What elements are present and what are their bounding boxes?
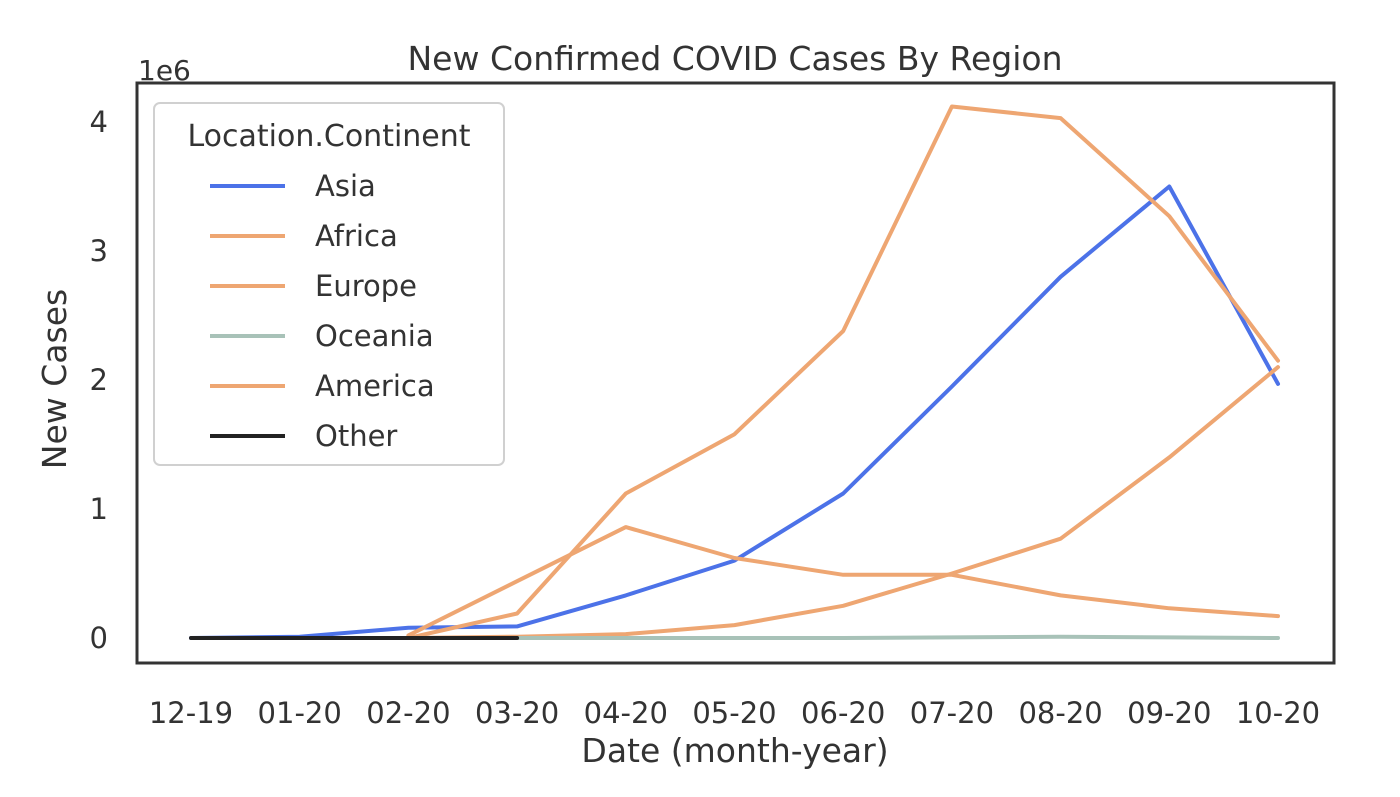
plot-lines bbox=[189, 104, 1280, 640]
x-tick-label: 09-20 bbox=[1127, 696, 1211, 730]
y-axis-label: New Cases bbox=[35, 289, 74, 469]
y-ticks: 0 1 2 3 4 bbox=[90, 105, 108, 655]
x-tick-label: 01-20 bbox=[258, 696, 342, 730]
x-tick-label: 08-20 bbox=[1018, 696, 1102, 730]
y-tick-label: 2 bbox=[90, 363, 108, 397]
series-line-africa bbox=[406, 365, 1280, 640]
y-tick-label: 4 bbox=[90, 105, 108, 139]
x-ticks: 12-19 01-20 02-20 03-20 04-20 05-20 06-20 07-20… bbox=[149, 696, 1320, 730]
legend-box bbox=[153, 102, 505, 466]
legend-label-europe: Europe bbox=[315, 269, 417, 303]
series-line-asia bbox=[189, 184, 1280, 640]
x-tick-label: 10-20 bbox=[1236, 696, 1320, 730]
series-line-europe bbox=[406, 525, 1280, 638]
x-tick-label: 02-20 bbox=[366, 696, 450, 730]
legend-label-america: America bbox=[315, 369, 435, 403]
x-axis-label: Date (month-year) bbox=[581, 731, 888, 770]
y-tick-label: 1 bbox=[90, 492, 108, 526]
x-tick-label: 07-20 bbox=[910, 696, 994, 730]
x-tick-label: 05-20 bbox=[692, 696, 776, 730]
legend-label-oceania: Oceania bbox=[315, 319, 434, 353]
legend: Location.Continent Asia Africa Europe Ocean… bbox=[153, 102, 505, 466]
y-tick-label: 3 bbox=[90, 234, 108, 268]
legend-label-other: Other bbox=[315, 419, 397, 453]
chart-title: New Confirmed COVID Cases By Region bbox=[408, 39, 1063, 78]
x-tick-label: 12-19 bbox=[149, 696, 233, 730]
series-line-america bbox=[406, 104, 1280, 640]
legend-title: Location.Continent bbox=[187, 119, 470, 154]
series-line-oceania bbox=[515, 634, 1280, 640]
x-tick-label: 04-20 bbox=[584, 696, 668, 730]
x-tick-label: 06-20 bbox=[801, 696, 885, 730]
legend-label-asia: Asia bbox=[315, 169, 376, 203]
y-tick-label: 0 bbox=[90, 621, 108, 655]
legend-label-africa: Africa bbox=[315, 219, 398, 253]
x-tick-label: 03-20 bbox=[475, 696, 559, 730]
plot-frame bbox=[135, 81, 1336, 665]
